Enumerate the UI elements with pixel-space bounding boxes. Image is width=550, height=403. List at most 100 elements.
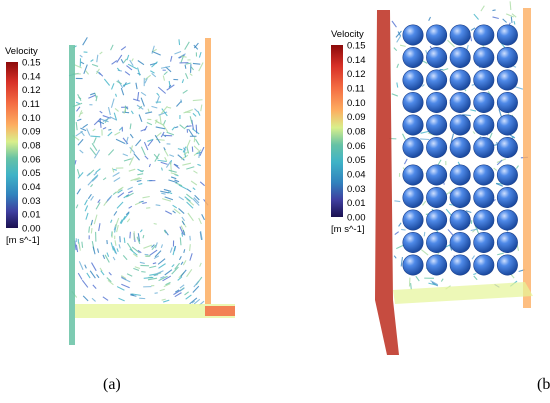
velocity-vector — [144, 155, 149, 160]
velocity-vector — [161, 108, 168, 117]
colorbar-tick-label: 0.00 — [347, 213, 366, 224]
velocity-vector — [102, 177, 107, 181]
velocity-vector — [113, 211, 118, 216]
velocity-vector — [126, 65, 133, 71]
velocity-vector — [473, 13, 479, 20]
velocity-vector — [151, 244, 157, 251]
packing-sphere — [496, 114, 518, 136]
left-wall-flow-a — [69, 45, 75, 345]
right-wall-flow-b — [523, 8, 531, 308]
velocity-vector — [118, 186, 124, 191]
velocity-vector — [90, 184, 94, 188]
colorbar-tick-label: 0.09 — [22, 127, 41, 138]
velocity-vector — [195, 124, 198, 134]
velocity-vector — [113, 112, 118, 121]
velocity-vector — [179, 226, 185, 235]
velocity-vector — [198, 151, 201, 158]
velocity-vector — [137, 60, 145, 66]
velocity-vector — [160, 275, 165, 279]
velocity-vector — [99, 118, 109, 123]
colorbar-ticks-a: 0.15 0.14 0.12 0.11 0.10 0.09 0.08 0.06 0.05 0.04… — [22, 58, 41, 235]
velocity-vector — [102, 117, 111, 122]
velocity-vector — [171, 266, 179, 275]
velocity-vector — [193, 44, 199, 50]
velocity-vector — [99, 118, 102, 128]
velocity-vector — [129, 145, 133, 154]
velocity-vector — [394, 231, 400, 235]
velocity-vector — [96, 54, 99, 63]
velocity-vector — [109, 116, 117, 121]
velocity-vector — [193, 136, 196, 143]
velocity-vector — [153, 153, 159, 160]
velocity-vector — [470, 109, 477, 112]
velocity-vector — [175, 182, 183, 187]
colorbar-tick-label: 0.11 — [22, 99, 40, 110]
packing-sphere — [426, 114, 448, 136]
velocity-vector — [90, 195, 94, 201]
velocity-vector — [86, 128, 91, 136]
packing-sphere — [402, 137, 424, 159]
velocity-vector — [496, 159, 503, 166]
velocity-vector — [118, 297, 125, 302]
packing-sphere — [402, 164, 424, 186]
velocity-vector — [91, 143, 98, 151]
velocity-vector — [91, 174, 99, 181]
velocity-vector — [157, 86, 167, 94]
velocity-vector — [192, 99, 203, 102]
velocity-vector — [138, 114, 143, 122]
packing-sphere — [496, 254, 518, 276]
velocity-vector — [147, 139, 154, 147]
velocity-vector — [186, 188, 192, 193]
velocity-vector — [107, 279, 114, 286]
velocity-vector — [126, 192, 134, 198]
velocity-vector — [472, 131, 476, 135]
velocity-vector — [186, 198, 195, 206]
velocity-vector — [108, 271, 112, 276]
velocity-vector — [151, 244, 155, 248]
colorbar-tick-label: 0.08 — [347, 127, 366, 138]
velocity-vector — [91, 297, 96, 302]
velocity-vector — [194, 108, 199, 113]
velocity-vector — [495, 183, 504, 187]
velocity-vector — [154, 242, 158, 249]
velocity-vector — [178, 256, 182, 261]
packing-sphere — [402, 114, 424, 136]
velocity-vector — [198, 217, 202, 225]
velocity-vector — [480, 5, 485, 12]
velocity-vector — [177, 148, 183, 151]
velocity-vector — [148, 163, 151, 168]
velocity-vector — [197, 111, 201, 116]
velocity-vector — [493, 167, 498, 171]
velocity-vector — [107, 131, 113, 137]
velocity-vector — [158, 111, 168, 116]
packing-sphere — [402, 46, 424, 68]
packing-sphere — [496, 232, 518, 254]
velocity-vector — [169, 247, 173, 253]
packing-sphere — [473, 24, 495, 46]
velocity-vector — [162, 198, 172, 202]
packing-sphere — [496, 46, 518, 68]
velocity-vector — [127, 63, 138, 70]
velocity-vector — [180, 55, 187, 58]
velocity-vector — [189, 73, 193, 76]
velocity-vector — [88, 94, 96, 99]
velocity-vector — [80, 130, 85, 137]
velocity-vector — [97, 199, 101, 204]
velocity-vector — [168, 169, 177, 173]
velocity-vector — [116, 80, 122, 85]
velocity-vector — [144, 74, 151, 81]
velocity-vector — [93, 117, 102, 126]
velocity-vector — [114, 93, 118, 97]
velocity-vector — [133, 267, 140, 271]
velocity-vector — [160, 167, 163, 171]
velocity-vector — [471, 255, 475, 260]
velocity-vector — [97, 248, 100, 253]
velocity-vector — [447, 39, 455, 48]
velocity-vector — [192, 285, 200, 293]
caption-b: (b) — [537, 376, 550, 393]
velocity-vector — [396, 82, 399, 88]
packing-sphere — [449, 46, 471, 68]
velocity-vector — [128, 205, 133, 209]
velocity-vector — [93, 137, 97, 144]
velocity-vector — [147, 277, 158, 281]
